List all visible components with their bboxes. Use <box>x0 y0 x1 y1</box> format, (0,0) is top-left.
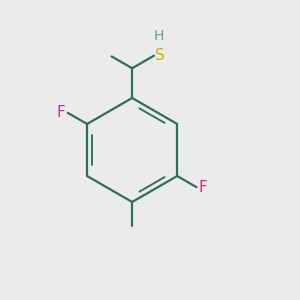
Text: F: F <box>57 105 65 120</box>
Text: S: S <box>155 47 165 62</box>
Text: H: H <box>154 29 164 43</box>
Text: F: F <box>199 180 208 195</box>
